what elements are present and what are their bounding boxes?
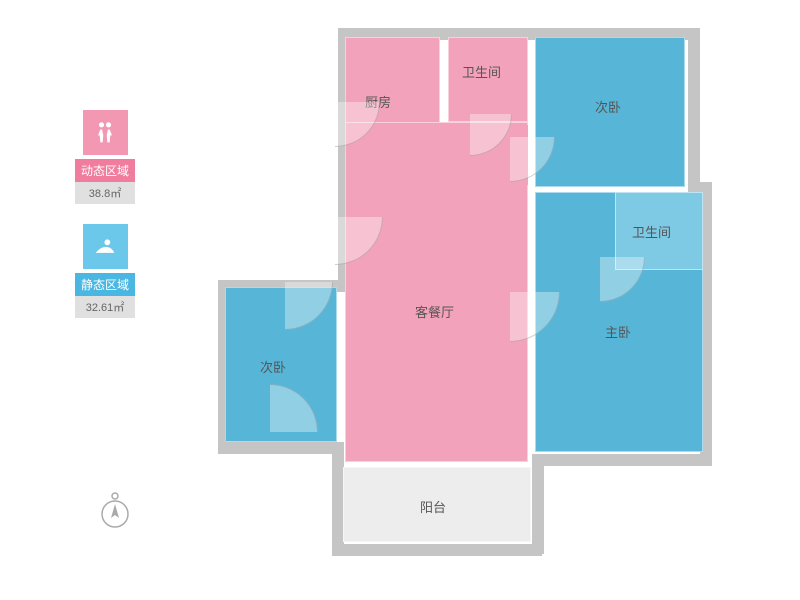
legend-dynamic-label: 动态区域	[75, 159, 135, 182]
room-bath2	[615, 192, 703, 270]
room-bed2b	[225, 287, 337, 442]
legend-dynamic: 动态区域 38.8㎡	[75, 110, 135, 204]
floorplan: 厨房 卫生间 客餐厅 阳台 次卧 卫生间 主卧 次卧	[190, 22, 750, 572]
wall-outline	[332, 544, 542, 556]
legend-panel: 动态区域 38.8㎡ 静态区域 32.61㎡	[75, 110, 135, 338]
static-zone-icon	[83, 224, 128, 269]
room-bath1	[448, 37, 528, 122]
room-balcony	[343, 467, 531, 542]
legend-static: 静态区域 32.61㎡	[75, 224, 135, 318]
wall-outline	[532, 454, 712, 466]
legend-static-label: 静态区域	[75, 273, 135, 296]
room-bed2a	[535, 37, 685, 187]
legend-dynamic-value: 38.8㎡	[75, 182, 135, 204]
dynamic-zone-icon	[83, 110, 128, 155]
wall-outline	[688, 28, 700, 193]
wall-outline	[532, 454, 544, 554]
room-living-ext	[448, 125, 528, 185]
legend-static-value: 32.61㎡	[75, 296, 135, 318]
compass-icon	[95, 490, 135, 530]
wall-outline	[218, 442, 340, 454]
